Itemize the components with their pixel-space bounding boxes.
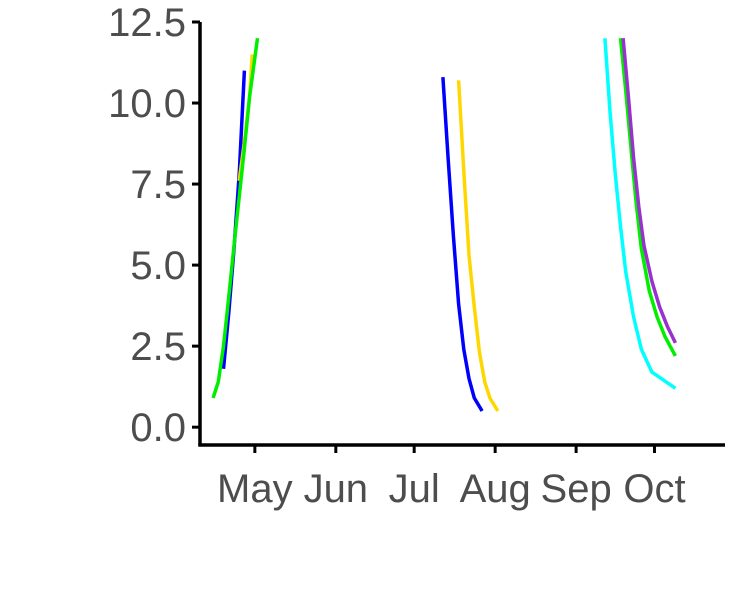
series-line-8 [621,38,677,344]
x-tick-label: Oct [623,467,685,511]
ticks-layer: 0.0 2.5 5.0 7.5 10.0 12.5 May Jun Jul Aug Sep Oct [108,1,685,511]
y-tick-label: 7.5 [130,163,186,207]
y-tick-label: 12.5 [108,1,186,45]
series-line-7 [618,38,677,357]
series-line-4 [441,76,484,412]
x-tick-label: Jun [304,467,369,511]
y-tick-label: 5.0 [130,244,186,288]
series-layer [211,37,677,412]
series-line-6 [603,38,677,390]
series-line-3 [211,37,260,399]
x-tick-label: Aug [460,467,531,511]
y-tick-label: 10.0 [108,82,186,126]
y-tick-label: 2.5 [130,325,186,369]
series-line-5 [456,80,500,412]
axes-layer [198,22,725,447]
x-tick-label: Sep [541,467,612,511]
y-tick-label: 0.0 [130,406,186,450]
x-tick-label: May [217,467,293,511]
x-tick-label: Jul [389,467,440,511]
